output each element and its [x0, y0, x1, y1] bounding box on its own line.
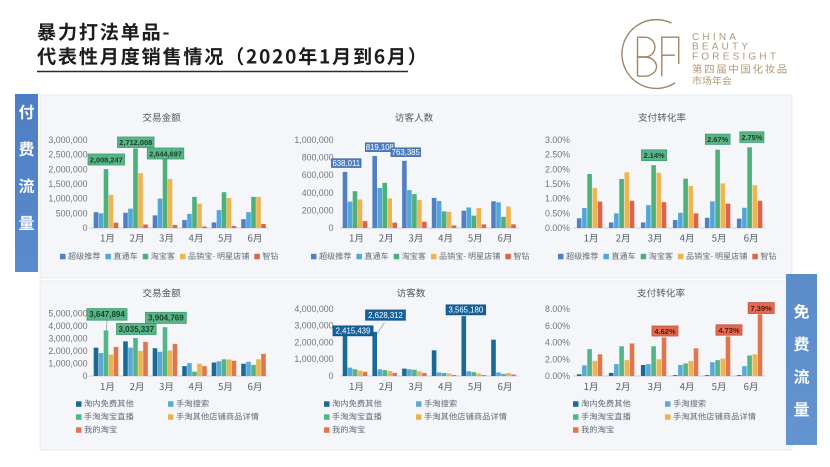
svg-text:4,000,000: 4,000,000 — [48, 321, 87, 331]
svg-text:0: 0 — [329, 223, 334, 233]
svg-text:3,035,337: 3,035,337 — [119, 325, 155, 334]
svg-text:2,628,312: 2,628,312 — [368, 311, 403, 320]
svg-text:200,000: 200,000 — [302, 205, 334, 215]
svg-text:2.75%: 2.75% — [741, 133, 762, 142]
svg-text:0: 0 — [83, 371, 88, 381]
svg-text:2.67%: 2.67% — [707, 135, 728, 144]
svg-text:4.73%: 4.73% — [718, 326, 740, 335]
svg-text:3.00%: 3.00% — [545, 135, 570, 145]
svg-text:500,000: 500,000 — [56, 208, 88, 218]
svg-text:3,565,180: 3,565,180 — [449, 306, 484, 315]
svg-text:FORESIGHT: FORESIGHT — [692, 51, 779, 62]
svg-text:2,644,697: 2,644,697 — [149, 149, 182, 158]
svg-text:400,000: 400,000 — [302, 188, 334, 198]
svg-text:6.00%: 6.00% — [545, 321, 570, 331]
svg-text:3,000,000: 3,000,000 — [48, 334, 87, 344]
svg-text:763,385: 763,385 — [392, 148, 421, 157]
svg-text:2.00%: 2.00% — [545, 354, 570, 364]
svg-text:1,000,000: 1,000,000 — [48, 194, 87, 204]
svg-text:3,000,000: 3,000,000 — [294, 321, 333, 331]
svg-text:0.50%: 0.50% — [545, 208, 570, 218]
svg-text:1.50%: 1.50% — [545, 179, 570, 189]
svg-text:1,000,000: 1,000,000 — [294, 354, 333, 364]
svg-text:2,000,000: 2,000,000 — [48, 346, 87, 356]
svg-text:0: 0 — [329, 371, 334, 381]
svg-text:600,000: 600,000 — [302, 170, 334, 180]
svg-text:0.00%: 0.00% — [545, 223, 570, 233]
svg-text:0: 0 — [83, 223, 88, 233]
svg-text:2,000,000: 2,000,000 — [48, 164, 87, 174]
svg-text:1.00%: 1.00% — [545, 194, 570, 204]
svg-text:2,415,439: 2,415,439 — [336, 327, 371, 336]
svg-text:638,011: 638,011 — [332, 159, 360, 168]
svg-text:1,000,000: 1,000,000 — [48, 359, 87, 369]
svg-text:CHINA: CHINA — [692, 32, 739, 43]
svg-text:2,712,008: 2,712,008 — [119, 138, 152, 147]
svg-text:3,000,000: 3,000,000 — [48, 135, 87, 145]
svg-text:2,500,000: 2,500,000 — [48, 150, 87, 160]
svg-text:2.14%: 2.14% — [644, 151, 665, 160]
svg-text:2,008,247: 2,008,247 — [90, 155, 123, 164]
svg-text:4,000,000: 4,000,000 — [294, 304, 333, 314]
svg-text:8.00%: 8.00% — [545, 304, 570, 314]
svg-text:4.00%: 4.00% — [545, 338, 570, 348]
svg-text:0.00%: 0.00% — [545, 371, 570, 381]
svg-text:819,108: 819,108 — [366, 143, 394, 152]
svg-text:5,000,000: 5,000,000 — [48, 309, 87, 319]
svg-text:2.00%: 2.00% — [545, 164, 570, 174]
svg-text:1,000,000: 1,000,000 — [294, 135, 333, 145]
svg-text:4.62%: 4.62% — [654, 327, 676, 336]
svg-text:7.39%: 7.39% — [751, 304, 773, 313]
svg-text:800,000: 800,000 — [302, 153, 334, 163]
svg-text:3,647,894: 3,647,894 — [89, 310, 125, 319]
svg-text:1,500,000: 1,500,000 — [48, 179, 87, 189]
svg-text:2,000,000: 2,000,000 — [294, 337, 333, 347]
svg-text:2.50%: 2.50% — [545, 150, 570, 160]
svg-text:3,904,769: 3,904,769 — [148, 314, 184, 323]
svg-text:BEAUTY: BEAUTY — [692, 42, 751, 53]
